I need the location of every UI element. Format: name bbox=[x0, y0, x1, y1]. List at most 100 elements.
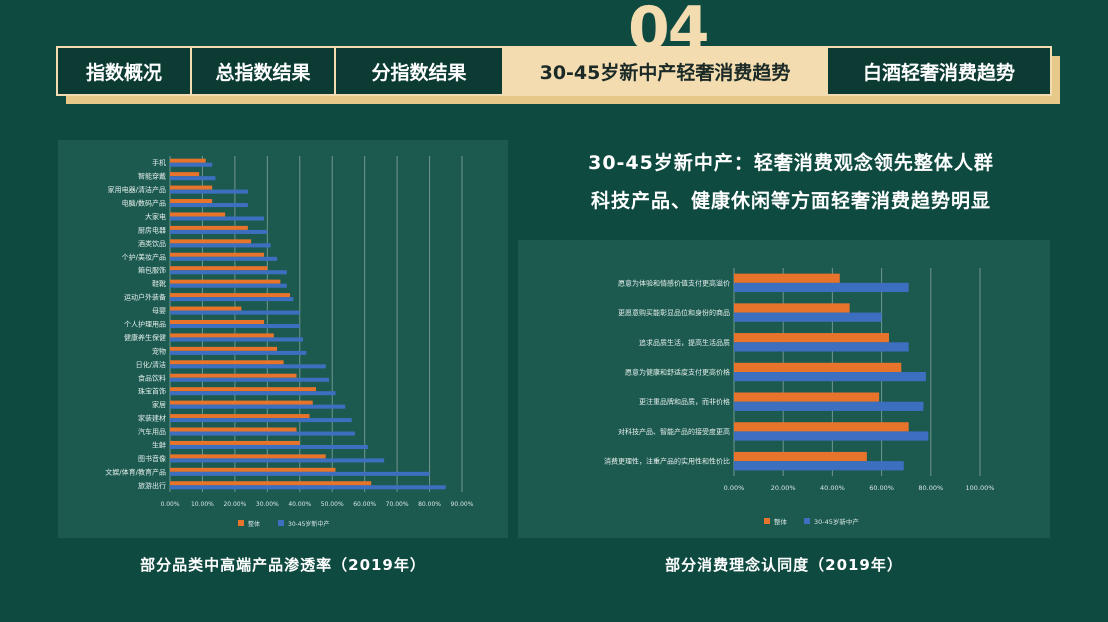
bar-overall bbox=[170, 400, 313, 405]
legend-swatch bbox=[238, 520, 244, 526]
x-tick-label: 20.00% bbox=[771, 484, 796, 492]
bar-middle-class bbox=[734, 372, 926, 382]
legend-label: 30-45岁新中产 bbox=[288, 520, 329, 528]
tab-bar: 指数概况 总指数结果 分指数结果 30-45岁新中产轻奢消费趋势 白酒轻奢消费趋… bbox=[56, 46, 1052, 96]
bar-overall bbox=[170, 373, 297, 378]
bar-overall bbox=[170, 252, 265, 257]
headline-line-1: 30-45岁新中产：轻奢消费观念领先整体人群 bbox=[588, 152, 994, 174]
category-label: 愿意为健康和舒适度支付更高价格 bbox=[625, 368, 730, 377]
x-tick-label: 20.00% bbox=[223, 501, 246, 508]
category-label: 家居 bbox=[152, 400, 166, 409]
legend-label: 30-45岁新中产 bbox=[814, 517, 859, 526]
bar-middle-class bbox=[170, 176, 216, 181]
bar-middle-class bbox=[170, 364, 326, 369]
category-label: 个人护理用品 bbox=[124, 320, 166, 329]
x-tick-label: 10.00% bbox=[191, 501, 214, 508]
bar-middle-class bbox=[734, 342, 909, 352]
category-label: 旅游出行 bbox=[138, 481, 166, 490]
bar-overall bbox=[170, 333, 274, 338]
right-chart-panel: 0.00% 20.00% 40.00% 60.00% 80.00% 100.00% 愿意为体… bbox=[518, 240, 1050, 538]
category-label: 宠物 bbox=[152, 346, 166, 355]
x-tick-label: 100.00% bbox=[966, 484, 995, 492]
bar-overall bbox=[170, 346, 278, 351]
bar-overall bbox=[734, 451, 867, 462]
x-tick-label: 40.00% bbox=[288, 501, 311, 508]
category-label: 生鲜 bbox=[152, 440, 166, 449]
bar-overall bbox=[170, 387, 316, 392]
tab-middle-class-trend[interactable]: 30-45岁新中产轻奢消费趋势 bbox=[504, 48, 828, 94]
right-chart-caption: 部分消费理念认同度（2019年） bbox=[665, 556, 903, 574]
bar-middle-class bbox=[734, 282, 909, 293]
category-label: 健康养生保健 bbox=[124, 333, 166, 342]
bar-overall bbox=[170, 454, 326, 459]
bar-middle-class bbox=[170, 310, 300, 315]
category-label: 酒类饮品 bbox=[138, 239, 166, 248]
bar-overall bbox=[170, 225, 248, 230]
category-label: 运动户外装备 bbox=[124, 293, 166, 302]
bar-middle-class bbox=[170, 229, 268, 234]
bar-overall bbox=[170, 319, 265, 324]
category-label: 追求品质生活，提高生活品质 bbox=[639, 338, 730, 347]
category-label: 消费更理性，注重产品的实用性和性价比 bbox=[604, 457, 730, 466]
category-label: 电脑/数码产品 bbox=[122, 199, 166, 208]
bar-middle-class bbox=[170, 431, 355, 436]
bar-overall bbox=[170, 306, 242, 311]
bar-overall bbox=[170, 239, 252, 244]
bar-middle-class bbox=[734, 312, 882, 322]
legend-label: 整体 bbox=[248, 520, 260, 528]
x-tick-label: 40.00% bbox=[820, 484, 845, 492]
category-label: 大家电 bbox=[145, 212, 166, 221]
category-label: 对科技产品、智能产品的接受度更高 bbox=[618, 427, 730, 436]
bar-middle-class bbox=[170, 404, 346, 409]
headline-line-2: 科技产品、健康休闲等方面轻奢消费趋势明显 bbox=[590, 190, 991, 212]
bar-middle-class bbox=[170, 418, 352, 423]
legend-swatch bbox=[278, 520, 284, 526]
bar-overall bbox=[170, 279, 281, 284]
category-label: 厨房电器 bbox=[138, 225, 166, 234]
bar-overall bbox=[170, 172, 200, 177]
category-label: 箱包服饰 bbox=[138, 266, 166, 275]
category-label: 食品饮料 bbox=[138, 373, 166, 382]
bar-middle-class bbox=[734, 401, 924, 411]
category-label: 愿意为体验和情感价值支付更高溢价 bbox=[618, 278, 730, 287]
x-tick-label: 90.00% bbox=[451, 501, 474, 508]
bar-overall bbox=[170, 266, 268, 271]
bar-overall bbox=[734, 362, 902, 372]
bar-middle-class bbox=[170, 297, 294, 302]
left-chart-panel: 0.00% 10.00% 20.00% 30.00% 40.00% 50.00% 60.00… bbox=[58, 140, 508, 538]
bar-middle-class bbox=[170, 243, 271, 248]
bar-middle-class bbox=[170, 162, 213, 167]
bar-overall bbox=[170, 481, 372, 486]
x-tick-label: 70.00% bbox=[386, 501, 409, 508]
x-tick-label: 0.00% bbox=[160, 501, 179, 508]
bar-overall bbox=[170, 293, 291, 298]
legend-swatch bbox=[804, 518, 810, 524]
penetration-rate-chart: 0.00% 10.00% 20.00% 30.00% 40.00% 50.00% 60.00… bbox=[105, 156, 474, 528]
bar-overall bbox=[170, 199, 213, 204]
bar-middle-class bbox=[170, 391, 336, 396]
category-label: 文娱/体育/教育产品 bbox=[105, 467, 166, 476]
bar-overall bbox=[170, 467, 336, 472]
bar-middle-class bbox=[170, 270, 287, 275]
bar-middle-class bbox=[170, 377, 329, 382]
bar-middle-class bbox=[170, 444, 368, 449]
bar-overall bbox=[734, 422, 909, 432]
bar-middle-class bbox=[170, 203, 248, 208]
bar-middle-class bbox=[734, 461, 904, 471]
bar-middle-class bbox=[170, 471, 430, 476]
left-chart-caption: 部分品类中高端产品渗透率（2019年） bbox=[140, 556, 426, 574]
tab-baijiu-trend[interactable]: 白酒轻奢消费趋势 bbox=[862, 61, 1015, 84]
tab-overview[interactable]: 指数概况 bbox=[58, 48, 192, 94]
bar-middle-class bbox=[170, 283, 287, 288]
tab-sub-index[interactable]: 分指数结果 bbox=[336, 48, 504, 94]
tab-total-index[interactable]: 总指数结果 bbox=[192, 48, 336, 94]
category-label: 鞋靴 bbox=[152, 279, 166, 288]
consumption-concept-chart: 0.00% 20.00% 40.00% 60.00% 80.00% 100.00% 愿意为体… bbox=[604, 268, 995, 526]
x-tick-label: 0.00% bbox=[724, 484, 745, 492]
category-label: 日化/清洁 bbox=[136, 360, 166, 369]
x-tick-label: 80.00% bbox=[918, 484, 943, 492]
bar-middle-class bbox=[170, 337, 304, 342]
x-tick-label: 50.00% bbox=[321, 501, 344, 508]
bar-overall bbox=[170, 414, 310, 419]
bar-overall bbox=[170, 360, 284, 365]
